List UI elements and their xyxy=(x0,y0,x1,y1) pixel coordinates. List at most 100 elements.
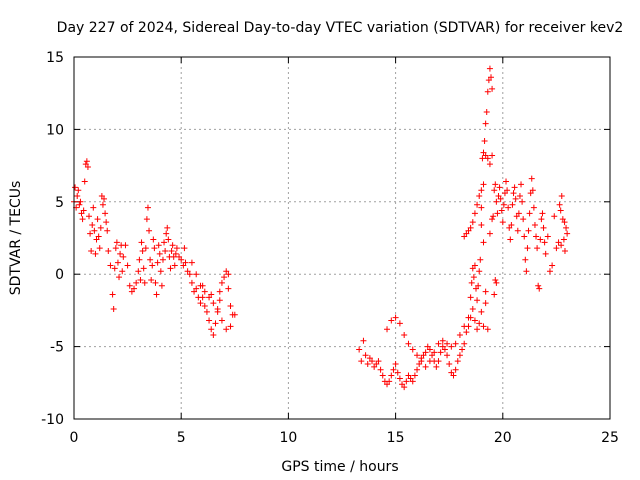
data-point xyxy=(528,175,535,182)
data-point xyxy=(377,366,384,373)
plot-frame xyxy=(73,56,611,420)
data-point xyxy=(489,85,496,92)
data-point xyxy=(525,227,532,234)
data-point xyxy=(478,308,485,315)
data-point xyxy=(197,300,204,307)
data-point xyxy=(450,372,457,379)
data-point xyxy=(169,242,176,249)
data-point xyxy=(414,352,421,359)
data-point xyxy=(470,274,477,281)
data-point xyxy=(476,268,483,275)
data-point xyxy=(439,337,446,344)
data-point xyxy=(150,236,157,243)
data-point xyxy=(560,236,567,243)
data-point xyxy=(558,193,565,200)
data-point xyxy=(379,372,386,379)
data-point xyxy=(561,248,568,255)
data-point xyxy=(510,190,517,197)
data-point xyxy=(475,282,482,289)
data-point xyxy=(120,253,127,260)
data-point xyxy=(426,358,433,365)
data-point xyxy=(126,282,133,289)
data-point xyxy=(530,204,537,211)
data-point xyxy=(448,343,455,350)
data-point xyxy=(182,259,189,266)
data-point xyxy=(392,314,399,321)
data-point xyxy=(124,262,131,269)
data-point xyxy=(535,282,542,289)
data-point xyxy=(446,360,453,367)
data-point xyxy=(151,245,158,252)
data-point xyxy=(496,184,503,191)
x-tick-label: 10 xyxy=(279,430,297,446)
data-point xyxy=(101,195,108,202)
data-point xyxy=(193,285,200,292)
data-point xyxy=(388,372,395,379)
data-point xyxy=(498,207,505,214)
data-point xyxy=(384,326,391,333)
data-point xyxy=(201,288,208,295)
data-point xyxy=(225,271,232,278)
data-point xyxy=(519,198,526,205)
data-point xyxy=(105,248,112,255)
data-point xyxy=(135,268,142,275)
data-point xyxy=(159,256,166,263)
data-point xyxy=(136,256,143,263)
data-point xyxy=(551,213,558,220)
data-point xyxy=(390,366,397,373)
data-point xyxy=(153,291,160,298)
data-point xyxy=(557,207,564,214)
data-point xyxy=(356,346,363,353)
data-point xyxy=(218,317,225,324)
data-point xyxy=(486,230,493,237)
data-point xyxy=(72,184,79,191)
data-point xyxy=(97,224,104,231)
data-point xyxy=(474,297,481,304)
data-point xyxy=(171,262,178,269)
data-point xyxy=(518,181,525,188)
data-point xyxy=(489,152,496,159)
data-point xyxy=(114,259,121,266)
x-axis-label: GPS time / hours xyxy=(281,459,398,475)
data-point xyxy=(86,213,93,220)
data-point xyxy=(481,137,488,144)
data-point xyxy=(141,279,148,286)
data-point xyxy=(516,193,523,200)
data-point xyxy=(418,358,425,365)
data-point xyxy=(476,320,483,327)
data-point xyxy=(403,378,410,385)
data-point xyxy=(210,332,217,339)
y-tick-label: 0 xyxy=(55,267,64,283)
data-point xyxy=(561,219,568,226)
data-point xyxy=(392,360,399,367)
data-point xyxy=(156,250,163,257)
data-point xyxy=(482,300,489,307)
data-point xyxy=(149,262,156,269)
data-point xyxy=(218,279,225,286)
data-point xyxy=(396,320,403,327)
data-point xyxy=(92,250,99,257)
data-point xyxy=(469,219,476,226)
data-point xyxy=(414,366,421,373)
data-point xyxy=(90,204,97,211)
data-point xyxy=(541,239,548,246)
data-point xyxy=(422,363,429,370)
data-point xyxy=(484,88,491,95)
data-point xyxy=(214,308,221,315)
data-point xyxy=(152,279,159,286)
x-tick-label: 15 xyxy=(387,430,405,446)
data-point xyxy=(508,221,515,228)
axis-ticks xyxy=(73,56,611,420)
data-point xyxy=(486,65,493,72)
y-tick-label: 5 xyxy=(55,195,64,211)
data-point xyxy=(539,210,546,217)
data-point xyxy=(471,210,478,217)
data-point xyxy=(140,265,147,272)
data-point xyxy=(526,210,533,217)
data-point xyxy=(444,352,451,359)
data-point xyxy=(162,248,169,255)
data-point xyxy=(486,161,493,168)
data-point xyxy=(540,224,547,231)
data-point xyxy=(459,346,466,353)
data-point xyxy=(523,268,530,275)
